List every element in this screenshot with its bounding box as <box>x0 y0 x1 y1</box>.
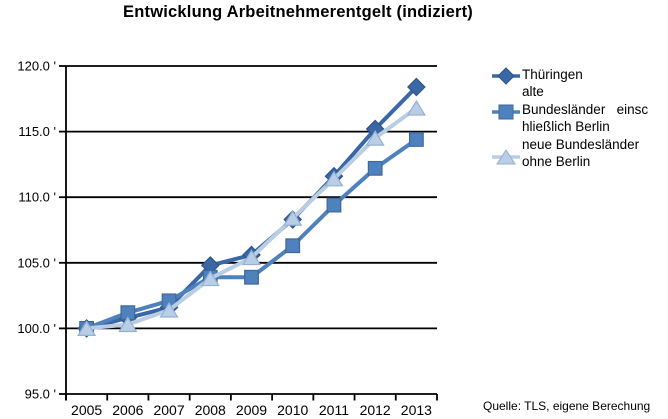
x-tick-label: 2006 <box>112 402 143 418</box>
marker-square <box>244 269 259 285</box>
series-2 <box>77 99 426 336</box>
legend-label-neue-bl-line2: ohne Berlin <box>522 153 591 169</box>
marker-triangle <box>324 170 344 187</box>
axis-ticks <box>59 65 438 401</box>
marker-triangle <box>283 210 303 226</box>
axis-labels: 120.0 ' 115.0 ' 110.0 ' 105.0 ' 100.0 ' 95.0 … <box>17 59 432 419</box>
marker-triangle <box>77 320 97 336</box>
y-tick-label: 95.0 ' <box>25 387 56 402</box>
marker-triangle <box>365 130 385 146</box>
source-note: Quelle: TLS, eigene Berechung <box>483 399 651 413</box>
marker-triangle <box>118 316 138 333</box>
y-tick-label: 105.0 ' <box>17 255 56 270</box>
legend-label-neue-bl-line1: neue Bundesländer <box>522 136 640 152</box>
chart-title: Entwicklung Arbeitnehmerentgelt (indizie… <box>123 3 473 21</box>
marker-diamond <box>407 77 426 97</box>
gridlines <box>66 65 437 395</box>
marker-square <box>367 160 383 176</box>
x-tick-label: 2010 <box>277 402 308 418</box>
x-tick-label: 2012 <box>360 402 391 418</box>
series-line <box>86 85 418 331</box>
marker-square <box>326 197 342 213</box>
series-0 <box>77 77 426 338</box>
legend-label-alte-bl-line1: alte <box>522 84 544 100</box>
marker-triangle <box>241 249 262 266</box>
y-tick-label: 120.0 ' <box>17 59 56 74</box>
marker-square <box>408 132 424 147</box>
marker-triangle <box>406 99 426 116</box>
x-tick-label: 2005 <box>71 402 102 418</box>
legend-label-alte-bl-line2: Bundesländer einsc <box>522 101 649 117</box>
x-tick-label: 2011 <box>319 402 349 418</box>
marker-triangle <box>200 270 220 287</box>
legend-marker-square <box>492 103 520 121</box>
series-line <box>85 137 418 331</box>
x-tick-label: 2013 <box>401 402 432 418</box>
y-tick-label: 115.0 ' <box>18 124 56 139</box>
x-tick-label: 2008 <box>195 402 226 418</box>
marker-triangle <box>159 301 179 318</box>
legend: Thüringen alte Bundesländer einsc hließl… <box>522 66 668 170</box>
legend-label-alte-bl-line3: hließlich Berlin <box>522 119 610 135</box>
y-tick-label: 100.0 ' <box>17 321 56 336</box>
legend-label-thueringen: Thüringen <box>522 67 583 82</box>
marker-square <box>285 238 301 254</box>
x-tick-label: 2009 <box>236 402 267 418</box>
legend-marker-triangle <box>492 148 520 166</box>
legend-marker-diamond <box>492 67 520 85</box>
series-1 <box>79 132 424 336</box>
x-tick-label: 2007 <box>153 402 184 418</box>
y-tick-label: 110.0 ' <box>18 190 56 205</box>
